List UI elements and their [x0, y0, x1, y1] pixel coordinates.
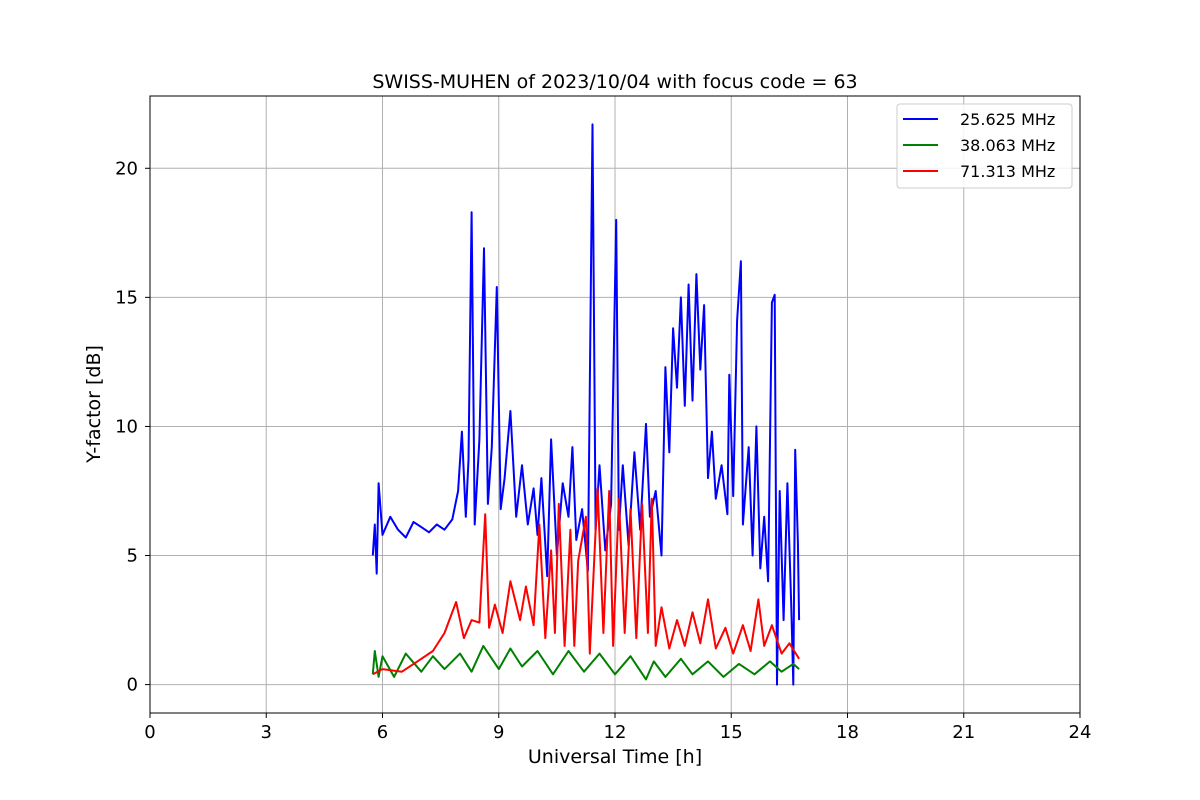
y-tick-label: 5	[127, 546, 138, 567]
x-axis-label: Universal Time [h]	[528, 746, 702, 768]
x-tick-label: 18	[836, 722, 859, 743]
y-tick-label: 10	[115, 416, 138, 437]
legend-frame	[896, 103, 1073, 189]
series-line-71-313-mhz	[372, 487, 800, 676]
x-axis-ticks: 0 3 6 9 12 15 18 21 24	[144, 713, 1091, 743]
legend: 25.625 MHz 38.063 MHz 71.313 MHz	[896, 103, 1073, 189]
x-tick-label: 21	[952, 722, 975, 743]
series-line-25-625-mhz	[371, 123, 801, 686]
legend-label-71-313-mhz: 71.313 MHz	[960, 162, 1055, 181]
legend-label-25-625-mhz: 25.625 MHz	[960, 110, 1055, 129]
x-tick-label: 24	[1069, 722, 1092, 743]
x-tick-label: 6	[377, 722, 388, 743]
y-tick-label: 20	[115, 158, 138, 179]
y-tick-label: 0	[127, 675, 138, 696]
x-tick-label: 3	[261, 722, 272, 743]
x-tick-label: 15	[720, 722, 743, 743]
series-layer	[371, 123, 801, 686]
y-axis-ticks: 0 5 10 15 20	[115, 158, 150, 696]
x-tick-label: 0	[144, 722, 155, 743]
x-tick-label: 9	[493, 722, 504, 743]
legend-label-38-063-mhz: 38.063 MHz	[960, 136, 1055, 155]
series-line-38-063-mhz	[371, 644, 800, 681]
y-axis-label: Y-factor [dB]	[83, 345, 105, 464]
x-tick-label: 12	[604, 722, 627, 743]
chart-title: SWISS-MUHEN of 2023/10/04 with focus cod…	[372, 71, 857, 93]
y-tick-label: 15	[115, 287, 138, 308]
